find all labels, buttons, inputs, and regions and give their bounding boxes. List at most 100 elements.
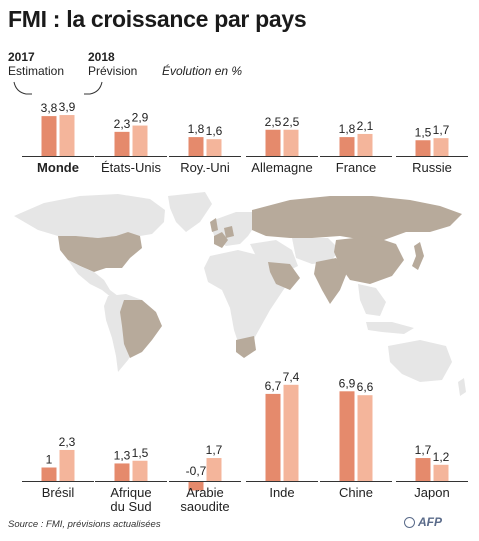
map-germany	[224, 226, 234, 238]
value-label-russie-2018: 1,7	[433, 123, 450, 137]
value-label-chine-2018: 6,6	[357, 380, 374, 394]
legend-connector-2017	[13, 81, 32, 95]
bar-inde-2018	[283, 384, 299, 481]
bar-bresil-2017	[41, 467, 57, 481]
legend-2018-year: 2018	[88, 50, 115, 64]
category-label-france: France	[336, 160, 376, 175]
category-label-arabie-saoudite-line2: saoudite	[180, 499, 229, 514]
bar-france-2017	[339, 137, 355, 156]
map-new-zealand	[458, 378, 466, 396]
bar-group-roy-uni: 1,8 1,6 Roy.-Uni	[169, 122, 241, 175]
category-label-monde: Monde	[37, 160, 79, 175]
bar-allemagne-2018	[283, 129, 299, 156]
bar-bresil-2018	[59, 449, 75, 481]
map-france	[214, 232, 228, 248]
bar-chine-2018	[357, 395, 373, 481]
bar-monde-2018	[59, 115, 75, 156]
value-label-bresil-2017: 1	[46, 453, 53, 467]
legend-connector-2018	[84, 81, 103, 95]
bar-japon-2017	[415, 458, 431, 481]
map-japan	[412, 242, 424, 270]
value-label-etats-unis-2018: 2,9	[132, 111, 149, 125]
value-label-arabie-saoudite-2017: -0,7	[186, 464, 207, 478]
unit-label: Évolution en %	[162, 64, 243, 78]
bar-group-russie: 1,5 1,7 Russie	[396, 123, 468, 175]
bar-group-inde: 6,77,4 Inde	[246, 370, 318, 500]
bar-arabie-saoudite-2017	[188, 481, 204, 491]
bar-group-monde: 3,8 3,9 Monde	[22, 100, 94, 175]
value-label-monde-2017: 3,8	[41, 101, 58, 115]
value-label-france-2018: 2,1	[357, 119, 374, 133]
legend-2017-year: 2017	[8, 50, 35, 64]
bar-monde-2017	[41, 116, 57, 156]
bar-roy-uni-2018	[206, 139, 222, 156]
map-saudi-arabia	[268, 262, 300, 290]
value-label-russie-2017: 1,5	[415, 125, 432, 139]
value-label-japon-2017: 1,7	[415, 443, 432, 457]
bar-etats-unis-2017	[114, 131, 130, 156]
bar-russie-2017	[415, 140, 431, 156]
bar-arabie-saoudite-2018	[206, 458, 222, 481]
value-label-monde-2018: 3,9	[59, 100, 76, 114]
map-usa	[58, 232, 142, 272]
category-label-roy-uni: Roy.-Uni	[180, 160, 230, 175]
afp-logo-icon	[404, 517, 415, 528]
bar-russie-2018	[433, 138, 449, 156]
value-label-inde-2017: 6,7	[265, 379, 282, 393]
afp-logo: AFP	[404, 515, 442, 529]
legend-2017-label: Estimation	[8, 64, 65, 78]
value-label-inde-2018: 7,4	[283, 370, 300, 384]
category-label-inde: Inde	[269, 485, 294, 500]
chart-title: FMI : la croissance par pays	[8, 6, 307, 32]
bar-chine-2017	[339, 391, 355, 481]
value-label-arabie-saoudite-2018: 1,7	[206, 443, 223, 457]
value-label-bresil-2018: 2,3	[59, 435, 76, 449]
category-label-chine: Chine	[339, 485, 373, 500]
value-label-japon-2018: 1,2	[433, 450, 450, 464]
value-label-allemagne-2018: 2,5	[283, 115, 300, 129]
map-southeast-asia	[358, 284, 386, 316]
map-mexico	[68, 260, 118, 298]
category-label-bresil: Brésil	[42, 485, 75, 500]
value-label-chine-2017: 6,9	[339, 376, 356, 390]
value-label-roy-uni-2018: 1,6	[206, 124, 223, 138]
value-label-france-2017: 1,8	[339, 122, 356, 136]
legend-2017: 2017 Estimation	[8, 50, 64, 78]
category-label-russie: Russie	[412, 160, 452, 175]
map-south-africa	[236, 336, 256, 358]
map-australia	[388, 340, 452, 382]
bar-inde-2017	[265, 393, 281, 481]
legend-2018: 2018 Prévision	[88, 50, 137, 78]
value-label-etats-unis-2017: 2,3	[114, 117, 131, 131]
bar-group-allemagne: 2,5 2,5 Allemagne	[246, 115, 318, 175]
map-indonesia	[366, 322, 414, 334]
value-label-afrique-du-sud-2018: 1,5	[132, 446, 149, 460]
bar-group-france: 1,8 2,1 France	[320, 119, 392, 175]
map-central-asia	[292, 238, 340, 264]
value-label-allemagne-2017: 2,5	[265, 115, 282, 129]
category-label-etats-unis: États-Unis	[101, 160, 161, 175]
map-brazil	[120, 300, 162, 358]
bar-roy-uni-2017	[188, 137, 204, 156]
legend-2018-label: Prévision	[88, 64, 138, 78]
afp-logo-text: AFP	[418, 515, 442, 529]
category-label-afrique-du-sud-line2: du Sud	[110, 499, 151, 514]
map-russia	[252, 196, 462, 240]
bar-afrique-du-sud-2018	[132, 460, 148, 481]
category-label-afrique-du-sud-line1: Afrique	[110, 485, 151, 500]
bar-group-etats-unis: 2,3 2,9 États-Unis	[95, 111, 167, 175]
category-label-allemagne: Allemagne	[251, 160, 312, 175]
map-china	[334, 236, 404, 284]
map-canada	[14, 194, 165, 238]
map-uk	[210, 218, 218, 232]
bar-japon-2018	[433, 464, 449, 481]
bar-group-japon: 1,7 1,2 Japon	[396, 443, 468, 500]
world-map	[14, 192, 466, 396]
value-label-afrique-du-sud-2017: 1,3	[114, 448, 131, 462]
bar-group-bresil: 1 2,3 Brésil	[22, 435, 94, 500]
bar-group-chine: 6,9 6,6 Chine	[320, 376, 392, 500]
bar-etats-unis-2018	[132, 125, 148, 156]
